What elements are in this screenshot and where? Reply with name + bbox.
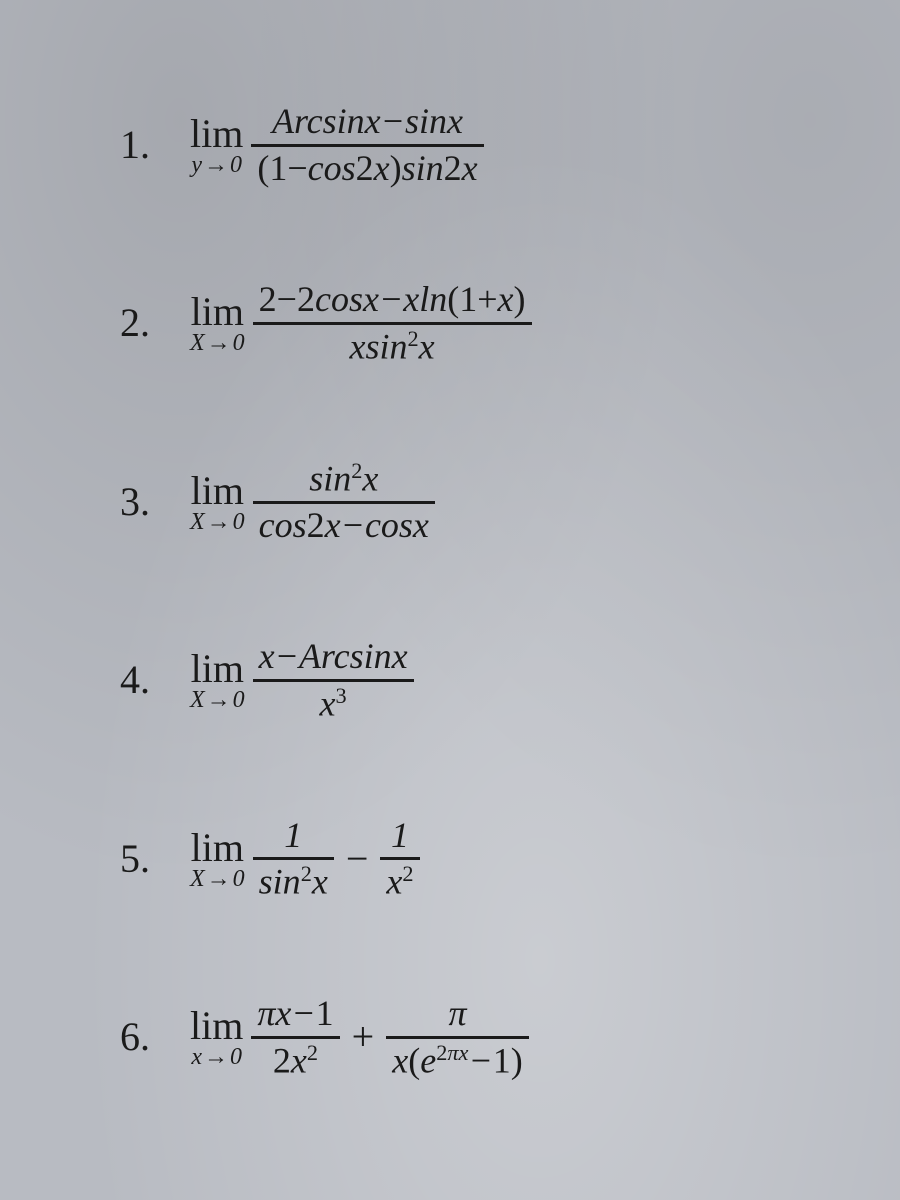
denominator: cos2x−cosx <box>253 504 435 548</box>
numerator: 2−2cosx−xln(1+x) <box>253 278 532 322</box>
fraction-term-2: π x(e2πx−1) <box>386 992 529 1082</box>
limit-operator: lim X→0 <box>190 290 245 356</box>
problem-number: 1. <box>120 123 190 167</box>
fraction-term-1: πx−1 2x2 <box>251 992 339 1082</box>
problem-6: 6. lim x→0 πx−1 2x2 + π x(e2πx−1) <box>120 992 840 1082</box>
problem-number: 3. <box>120 480 190 524</box>
numerator: x−Arcsinx <box>253 635 414 679</box>
numerator: sin2x <box>303 457 384 501</box>
problem-4: 4. lim X→0 x−Arcsinx x3 <box>120 635 840 725</box>
denominator: (1−cos2x)sin2x <box>251 147 483 191</box>
limit-operator: lim X→0 <box>190 826 245 892</box>
problem-number: 4. <box>120 658 190 702</box>
numerator: Arcsinx−sinx <box>266 100 469 144</box>
fraction: Arcsinx−sinx (1−cos2x)sin2x <box>251 100 483 190</box>
denominator: xsin2x <box>344 325 441 369</box>
denominator: x(e2πx−1) <box>386 1039 529 1083</box>
minus-operator: − <box>334 837 381 881</box>
problem-number: 5. <box>120 837 190 881</box>
numerator: 1 <box>385 814 415 858</box>
problem-number: 2. <box>120 301 190 345</box>
numerator: 1 <box>278 814 308 858</box>
fraction: x−Arcsinx x3 <box>253 635 414 725</box>
problem-1: 1. lim y→0 Arcsinx−sinx (1−cos2x)sin2x <box>120 100 840 190</box>
limit-operator: lim X→0 <box>190 469 245 535</box>
problem-number: 6. <box>120 1015 190 1059</box>
numerator: π <box>442 992 472 1036</box>
fraction-term-2: 1 x2 <box>380 814 419 904</box>
denominator: x3 <box>314 682 353 726</box>
problem-5: 5. lim X→0 1 sin2x − 1 x2 <box>120 814 840 904</box>
problem-3: 3. lim X→0 sin2x cos2x−cosx <box>120 457 840 547</box>
problem-list: 1. lim y→0 Arcsinx−sinx (1−cos2x)sin2x 2… <box>120 100 840 1082</box>
denominator: 2x2 <box>267 1039 324 1083</box>
limit-operator: lim X→0 <box>190 647 245 713</box>
denominator: sin2x <box>253 860 334 904</box>
fraction: sin2x cos2x−cosx <box>253 457 435 547</box>
problem-2: 2. lim X→0 2−2cosx−xln(1+x) xsin2x <box>120 278 840 368</box>
denominator: x2 <box>380 860 419 904</box>
limit-operator: lim x→0 <box>190 1004 243 1070</box>
limit-operator: lim y→0 <box>190 112 243 178</box>
fraction-term-1: 1 sin2x <box>253 814 334 904</box>
numerator: πx−1 <box>251 992 339 1036</box>
fraction: 2−2cosx−xln(1+x) xsin2x <box>253 278 532 368</box>
plus-operator: + <box>340 1015 387 1059</box>
